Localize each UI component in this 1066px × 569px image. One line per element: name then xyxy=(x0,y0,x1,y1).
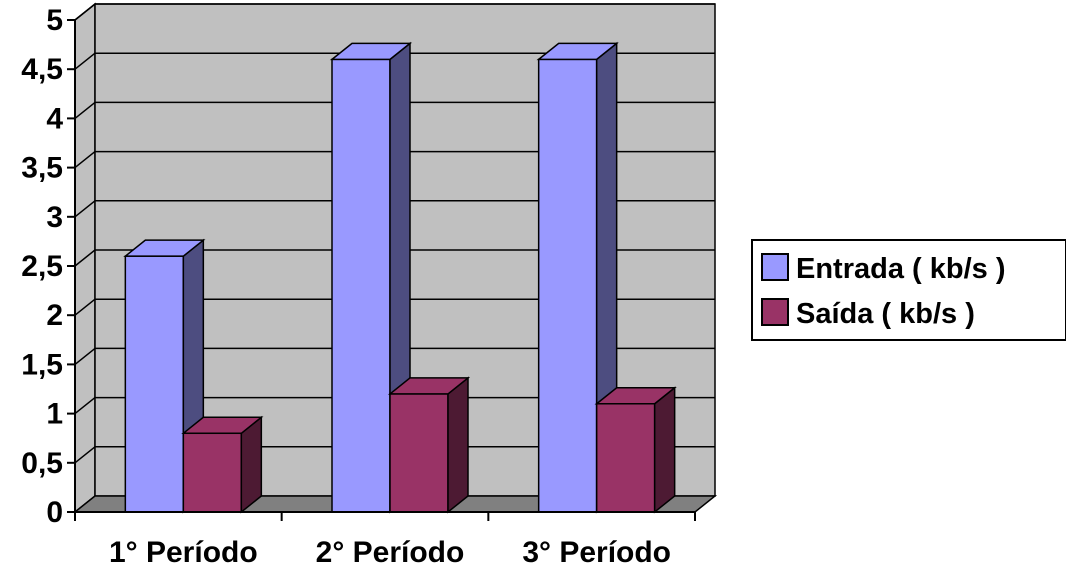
gridline-side xyxy=(74,347,96,365)
y-tick-label: 2,5 xyxy=(21,250,63,283)
bar-top xyxy=(594,387,677,405)
gridline-side xyxy=(74,3,96,21)
legend-label: Entrada ( kb/s ) xyxy=(796,253,1006,285)
bar xyxy=(595,403,656,513)
legend-label: Saída ( kb/s ) xyxy=(796,298,975,330)
legend: Entrada ( kb/s ) Saída ( kb/s ) xyxy=(751,239,1066,341)
axes xyxy=(67,19,696,521)
gridline-side xyxy=(74,151,96,169)
y-tick-label: 1 xyxy=(46,398,63,431)
bar xyxy=(331,58,391,513)
bar-side xyxy=(653,386,676,514)
gridline-side xyxy=(74,249,96,267)
bar-top xyxy=(181,416,264,435)
y-tick-label: 5 xyxy=(46,4,63,37)
x-tick-label: 1° Período xyxy=(109,536,258,569)
legend-swatch xyxy=(761,253,789,281)
bar-top xyxy=(329,42,413,61)
y-tick-label: 0 xyxy=(46,496,63,529)
bars xyxy=(123,41,677,514)
gridline-side xyxy=(74,397,96,415)
bar xyxy=(389,393,449,513)
bar-top xyxy=(536,42,619,61)
x-tick-label: 3° Período xyxy=(522,536,671,569)
y-tick-label: 1,5 xyxy=(21,348,63,381)
gridline-side xyxy=(74,200,96,218)
bar xyxy=(182,432,243,513)
y-tick-label: 2 xyxy=(46,299,63,332)
y-tick-label: 0,5 xyxy=(21,447,63,480)
bar-top xyxy=(387,377,471,395)
x-tick-label: 2° Período xyxy=(316,536,465,569)
gridline-side xyxy=(74,446,96,464)
gridline-side xyxy=(74,52,96,70)
bar xyxy=(537,58,598,513)
bar-top xyxy=(123,239,206,257)
y-tick-labels: 0 0,5 1 1,5 2 2,5 3 3,5 4 4,5 5 xyxy=(21,4,63,529)
legend-box xyxy=(751,239,1066,341)
gridline-side xyxy=(74,298,96,316)
y-tick-label: 4,5 xyxy=(21,53,63,86)
y-tick-label: 3,5 xyxy=(21,152,63,185)
y-tick-label: 4 xyxy=(46,102,63,135)
y-tick-label: 3 xyxy=(46,201,63,234)
bar-side xyxy=(447,376,469,514)
x-tick-labels: 1° Período 2° Período 3° Período xyxy=(109,536,671,569)
legend-swatch xyxy=(761,298,789,326)
bar xyxy=(124,255,185,513)
gridline-side xyxy=(74,101,96,119)
